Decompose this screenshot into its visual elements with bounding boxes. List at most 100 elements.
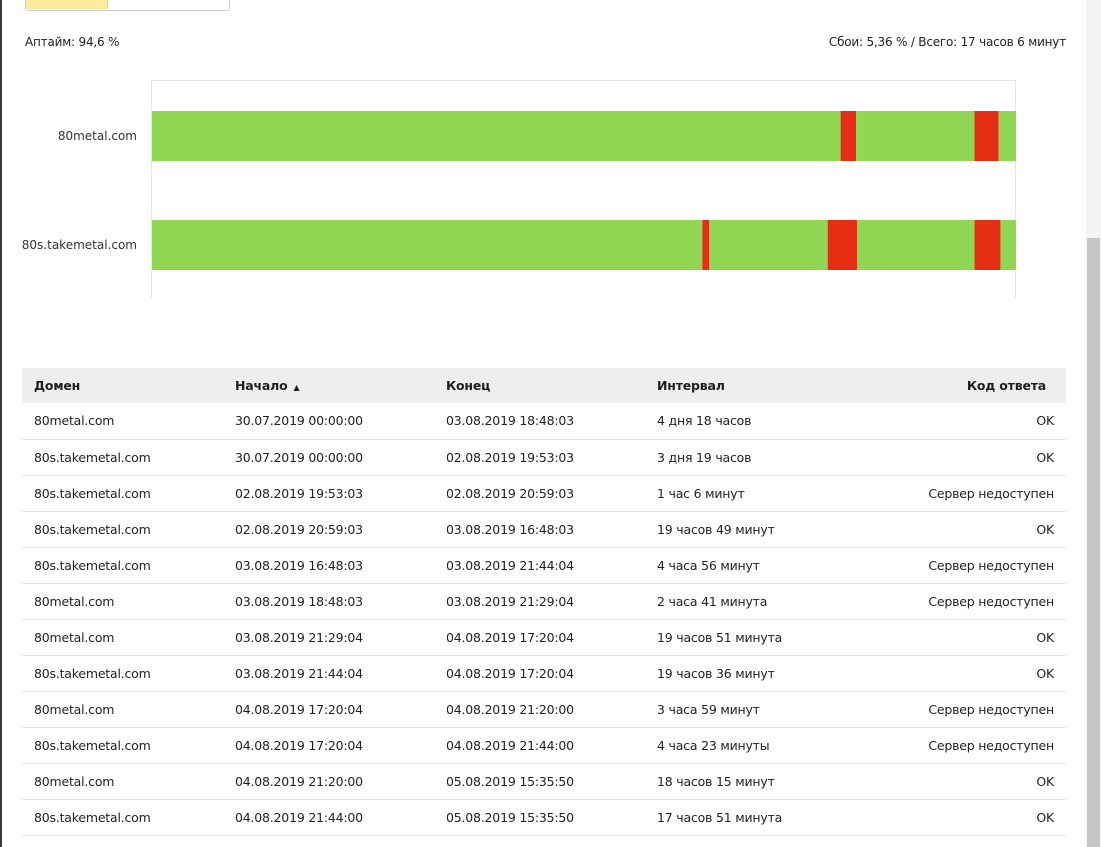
cell-end: 04.08.2019 21:44:00	[446, 737, 574, 753]
downtime-segment[interactable]	[840, 111, 857, 161]
cell-response-code: Сервер недоступен	[928, 557, 1054, 573]
cell-end: 04.08.2019 17:20:04	[446, 629, 574, 645]
cell-domain: 80s.takemetal.com	[34, 665, 151, 681]
timeline-frame	[151, 80, 1016, 300]
table-row: 80metal.com 03.08.2019 18:48:03 03.08.2019…	[22, 583, 1066, 619]
cell-interval: 4 часа 23 минуты	[657, 737, 770, 753]
window-edge	[0, 0, 2, 847]
downtime-segment[interactable]	[827, 220, 858, 270]
cell-domain: 80metal.com	[34, 593, 115, 609]
scrollbar-thumb[interactable]	[1087, 238, 1100, 847]
cell-domain: 80s.takemetal.com	[34, 557, 151, 573]
header-start[interactable]: Начало ▲	[223, 368, 434, 403]
cell-end: 04.08.2019 21:20:00	[446, 701, 574, 717]
cell-end: 03.08.2019 18:48:03	[446, 413, 574, 429]
uptime-segment[interactable]	[152, 220, 703, 270]
cell-domain: 80s.takemetal.com	[34, 485, 151, 501]
cell-end: 05.08.2019 15:35:50	[446, 809, 574, 825]
cell-end: 04.08.2019 17:20:04	[446, 665, 574, 681]
header-domain-label: Домен	[34, 378, 81, 393]
downtime-segment[interactable]	[974, 111, 999, 161]
cell-domain: 80metal.com	[34, 413, 115, 429]
cell-response-code: OK	[1036, 521, 1054, 537]
header-response-code[interactable]: Код ответа	[897, 368, 1066, 403]
table-row: 80metal.com 30.07.2019 00:00:00 03.08.2019…	[22, 403, 1066, 439]
uptime-segment[interactable]	[856, 111, 975, 161]
table-row: 80s.takemetal.com 02.08.2019 20:59:03 03.0…	[22, 511, 1066, 547]
cell-response-code: OK	[1036, 449, 1054, 465]
period-tab-switch	[25, 0, 230, 11]
cell-interval: 4 дня 18 часов	[657, 413, 752, 429]
downtime-segment[interactable]	[702, 220, 710, 270]
incident-table: Домен Начало ▲ Конец Интервал Код ответа …	[22, 368, 1066, 836]
cell-end: 02.08.2019 20:59:03	[446, 485, 574, 501]
cell-interval: 19 часов 36 минут	[657, 665, 775, 681]
table-row: 80s.takemetal.com 03.08.2019 16:48:03 03.0…	[22, 547, 1066, 583]
cell-interval: 3 дня 19 часов	[657, 449, 752, 465]
cell-end: 02.08.2019 19:53:03	[446, 449, 574, 465]
failure-summary: Сбои: 5,36 % / Всего: 17 часов 6 минут	[828, 35, 1066, 49]
table-row: 80s.takemetal.com 02.08.2019 19:53:03 02.0…	[22, 475, 1066, 511]
cell-domain: 80s.takemetal.com	[34, 521, 151, 537]
uptime-segment[interactable]	[998, 111, 1016, 161]
uptime-segment[interactable]	[857, 220, 975, 270]
cell-end: 03.08.2019 21:44:04	[446, 557, 574, 573]
cell-end: 03.08.2019 21:29:04	[446, 593, 574, 609]
cell-response-code: Сервер недоступен	[928, 737, 1054, 753]
header-interval-label: Интервал	[657, 378, 725, 393]
cell-start: 03.08.2019 16:48:03	[235, 557, 363, 573]
cell-start: 04.08.2019 21:44:00	[235, 809, 363, 825]
cell-domain: 80s.takemetal.com	[34, 737, 151, 753]
cell-response-code: OK	[1036, 665, 1054, 681]
cell-response-code: OK	[1036, 809, 1054, 825]
cell-start: 04.08.2019 17:20:04	[235, 701, 363, 717]
header-interval[interactable]: Интервал	[645, 368, 897, 403]
header-domain[interactable]: Домен	[22, 368, 223, 403]
sort-asc-icon: ▲	[293, 383, 300, 392]
cell-end: 05.08.2019 15:35:50	[446, 773, 574, 789]
cell-interval: 2 часа 41 минута	[657, 593, 768, 609]
cell-start: 30.07.2019 00:00:00	[235, 413, 363, 429]
header-end-label: Конец	[446, 378, 491, 393]
cell-interval: 18 часов 15 минут	[657, 773, 775, 789]
table-header-row: Домен Начало ▲ Конец Интервал Код ответа	[22, 368, 1066, 403]
cell-end: 03.08.2019 16:48:03	[446, 521, 574, 537]
table-row: 80metal.com 04.08.2019 17:20:04 04.08.2019…	[22, 691, 1066, 727]
cell-start: 02.08.2019 19:53:03	[235, 485, 363, 501]
cell-response-code: OK	[1036, 773, 1054, 789]
cell-interval: 4 часа 56 минут	[657, 557, 760, 573]
scrollbar-track[interactable]	[1086, 0, 1101, 847]
uptime-segment[interactable]	[709, 220, 828, 270]
table-row: 80metal.com 04.08.2019 21:20:00 05.08.2019…	[22, 763, 1066, 799]
header-code-label: Код ответа	[966, 378, 1046, 393]
uptime-summary: Аптайм: 94,6 %	[25, 35, 120, 49]
timeline-bottom-mask	[150, 298, 1020, 300]
cell-response-code: Сервер недоступен	[928, 485, 1054, 501]
cell-domain: 80s.takemetal.com	[34, 449, 151, 465]
uptime-segment[interactable]	[1000, 220, 1016, 270]
cell-interval: 3 часа 59 минут	[657, 701, 760, 717]
track-label: 80s.takemetal.com	[22, 238, 137, 252]
uptime-segment[interactable]	[152, 111, 841, 161]
uptime-timeline: 80metal.com 80s.takemetal.com	[22, 80, 1020, 300]
cell-interval: 17 часов 51 минута	[657, 809, 783, 825]
cell-interval: 19 часов 49 минут	[657, 521, 775, 537]
cell-domain: 80metal.com	[34, 701, 115, 717]
header-end[interactable]: Конец	[434, 368, 645, 403]
cell-start: 03.08.2019 21:44:04	[235, 665, 363, 681]
downtime-segment[interactable]	[974, 220, 1001, 270]
cell-interval: 19 часов 51 минута	[657, 629, 783, 645]
table-row: 80s.takemetal.com 04.08.2019 21:44:00 05.0…	[22, 799, 1066, 835]
track-label: 80metal.com	[58, 129, 137, 143]
table-row: 80s.takemetal.com 03.08.2019 21:44:04 04.0…	[22, 655, 1066, 691]
cell-response-code: Сервер недоступен	[928, 701, 1054, 717]
cell-start: 02.08.2019 20:59:03	[235, 521, 363, 537]
cell-start: 03.08.2019 21:29:04	[235, 629, 363, 645]
cell-start: 30.07.2019 00:00:00	[235, 449, 363, 465]
tab-active[interactable]	[26, 0, 108, 9]
tab-inactive[interactable]	[108, 0, 229, 9]
cell-response-code: Сервер недоступен	[928, 593, 1054, 609]
cell-response-code: OK	[1036, 413, 1054, 429]
cell-domain: 80s.takemetal.com	[34, 809, 151, 825]
cell-start: 03.08.2019 18:48:03	[235, 593, 363, 609]
